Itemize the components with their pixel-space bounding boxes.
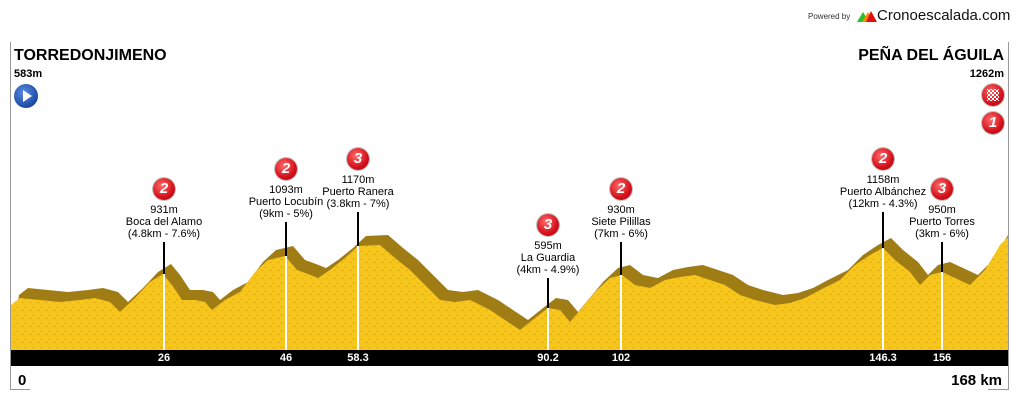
climb-summit-line [163, 274, 165, 350]
climb-info: (7km - 6%) [594, 228, 648, 240]
climb-km: 58.3 [347, 352, 369, 364]
climb-altitude: 930m [607, 204, 635, 216]
finish-altitude: 1262m [969, 68, 1004, 80]
climb-name: La Guardia [520, 252, 576, 264]
km-bar [11, 350, 1008, 366]
climb-category-badge: 2 [872, 148, 894, 170]
climb-altitude: 1093m [269, 184, 303, 196]
climb-pointer [620, 242, 622, 275]
play-icon [14, 84, 38, 108]
climb-category-badge: 3 [931, 178, 953, 200]
climb-label[interactable]: 930m Siete Pilillas (7km - 6%) [591, 204, 650, 240]
climb-info: (4.8km - 7.6%) [127, 228, 201, 240]
climb-km: 156 [932, 352, 952, 364]
frame-left [10, 42, 11, 390]
climb-altitude: 931m [150, 204, 178, 216]
climb-label[interactable]: 950m Puerto Torres (3km - 6%) [909, 204, 975, 240]
climb-summit-line [285, 256, 287, 350]
climb-info: (4km - 4.9%) [516, 264, 580, 276]
climb-km: 146.3 [869, 352, 897, 364]
climb-name: Puerto Torres [909, 216, 975, 228]
climb-category-badge: 2 [153, 178, 175, 200]
climb-pointer [882, 212, 884, 248]
start-altitude: 583m [14, 68, 43, 80]
start-km: 0 [18, 372, 27, 389]
climb-summit-line [882, 248, 884, 350]
climb-info: (12km - 4.3%) [848, 198, 918, 210]
powered-by: Powered by [808, 12, 851, 21]
climb-label[interactable]: 595m La Guardia (4km - 4.9%) [517, 240, 580, 276]
climb-info: (9km - 5%) [259, 208, 313, 220]
finish-km: 168 km [951, 372, 1002, 389]
climb-info: (3km - 6%) [915, 228, 969, 240]
profile-front [11, 237, 1008, 350]
climb-pointer [285, 222, 287, 256]
climb-altitude: 950m [928, 204, 956, 216]
climb-pointer [357, 212, 359, 246]
climb-category-badge: 2 [275, 158, 297, 180]
climb-km: 26 [157, 352, 171, 364]
climb-altitude: 1170m [341, 174, 375, 186]
climb-label[interactable]: 1170m Puerto Ranera (3.8km - 7%) [322, 174, 394, 210]
climb-pointer [547, 278, 549, 308]
frame-bottom-left [10, 389, 30, 390]
frame-right [1008, 42, 1009, 390]
brand-name: Cronoescalada.com [877, 7, 1011, 24]
finish-category-badge: 1 [982, 112, 1004, 134]
climb-name: Siete Pilillas [591, 216, 651, 228]
climb-km: 90.2 [537, 352, 559, 364]
start-name: TORREDONJIMENO [14, 47, 167, 64]
climb-summit-line [547, 308, 549, 350]
climb-name: Puerto Ranera [322, 186, 394, 198]
climb-km: 46 [279, 352, 293, 364]
climb-category-badge: 3 [347, 148, 369, 170]
cronoescalada-logo-icon [857, 11, 877, 22]
climb-name: Boca del Alamo [125, 216, 203, 228]
climb-info: (3.8km - 7%) [326, 198, 390, 210]
checkered-flag-icon [982, 84, 1004, 106]
climb-summit-line [620, 275, 622, 350]
frame-bottom-right [988, 389, 1008, 390]
climb-name: Puerto Albánchez [839, 186, 927, 198]
climb-pointer [941, 242, 943, 272]
climb-label[interactable]: 1093m Puerto Locubín (9km - 5%) [249, 184, 324, 220]
climb-summit-line [357, 246, 359, 350]
finish-name: PEÑA DEL ÁGUILA [858, 47, 1004, 64]
climb-category-badge: 2 [610, 178, 632, 200]
climb-altitude: 595m [534, 240, 562, 252]
climb-category-badge: 3 [537, 214, 559, 236]
climb-summit-line [941, 272, 943, 350]
climb-pointer [163, 242, 165, 274]
climb-name: Puerto Locubín [248, 196, 324, 208]
climb-km: 102 [611, 352, 631, 364]
climb-label[interactable]: 931m Boca del Alamo (4.8km - 7.6%) [126, 204, 202, 240]
climb-label[interactable]: 1158m Puerto Albánchez (12km - 4.3%) [840, 174, 926, 210]
climb-altitude: 1158m [866, 174, 900, 186]
